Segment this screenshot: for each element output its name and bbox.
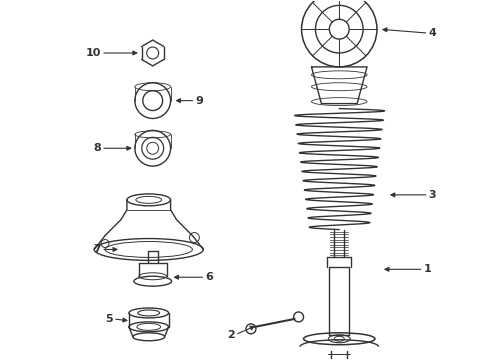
Text: 8: 8 [93,143,101,153]
Text: 4: 4 [427,28,436,38]
Text: 6: 6 [205,272,213,282]
Text: 5: 5 [105,314,113,324]
Text: 1: 1 [423,264,430,274]
Text: 10: 10 [85,48,101,58]
Text: 2: 2 [227,330,235,340]
Text: 7: 7 [93,244,101,255]
Text: 3: 3 [427,190,435,200]
Text: 9: 9 [195,96,203,105]
